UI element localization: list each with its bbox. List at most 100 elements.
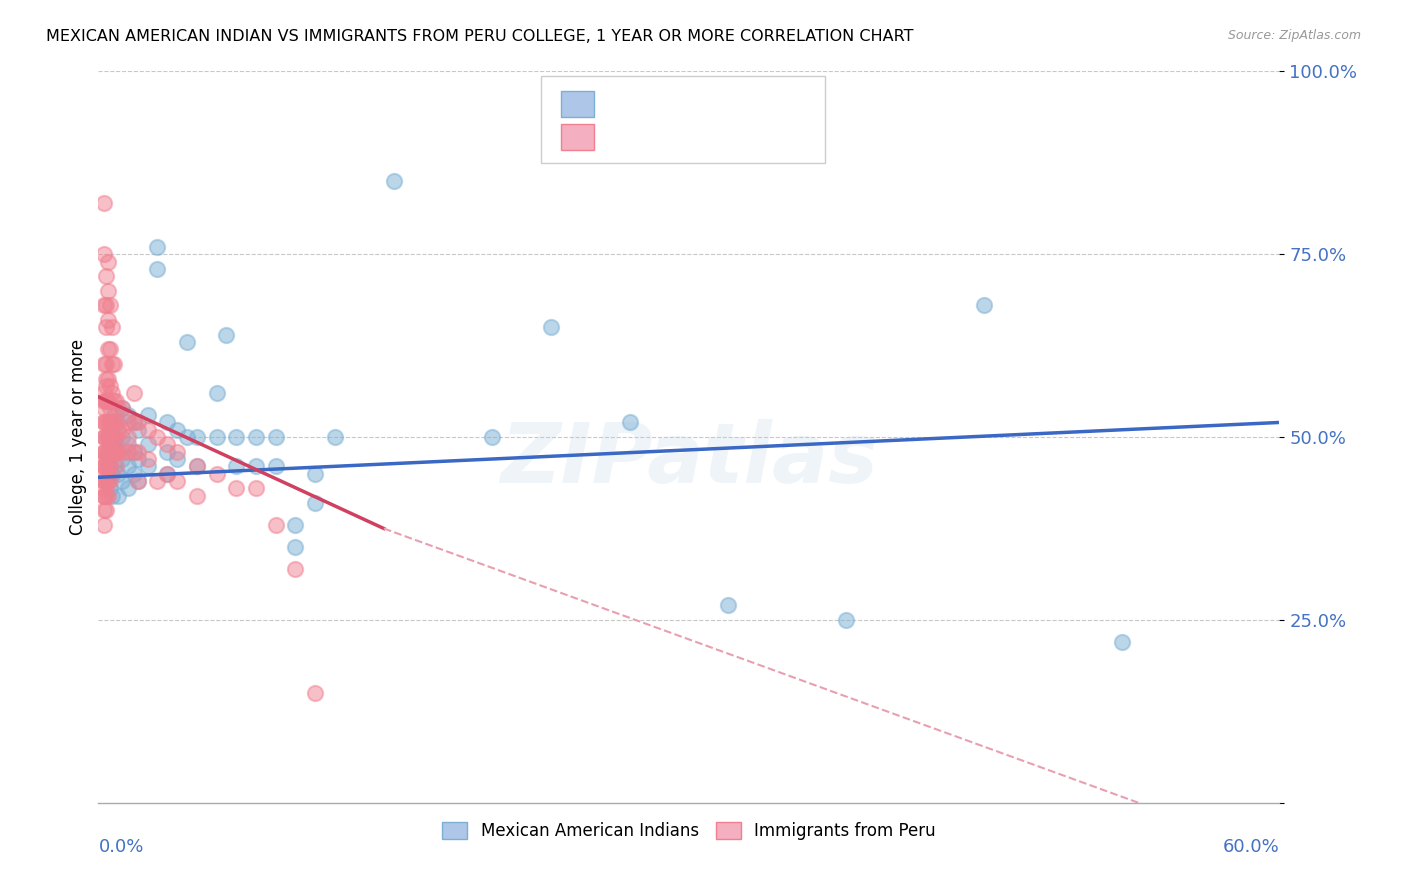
Point [127,474,149,488]
Point [93,430,115,444]
Point [93,196,115,211]
Point [97,254,120,268]
Point [98,298,121,312]
Text: N =: N = [713,95,749,113]
Point [93,489,115,503]
Point [93,386,115,401]
Point [186,459,208,474]
Point [264,459,287,474]
Point [97,416,120,430]
Point [96,416,118,430]
Point [186,489,208,503]
Point [156,467,179,481]
Point [105,459,128,474]
Point [96,298,118,312]
Point [186,430,208,444]
Point [127,474,149,488]
Point [98,430,121,444]
Point [166,444,188,458]
Point [96,489,118,503]
Point [540,320,562,334]
Point [304,467,326,481]
Point [127,452,149,467]
Point [97,284,120,298]
Point [98,474,121,488]
Point [96,503,118,517]
Point [103,444,125,458]
Point [146,474,169,488]
Point [136,408,159,422]
Bar [561,124,595,151]
Point [111,401,134,415]
Point [136,437,159,451]
Point [93,444,115,458]
Point [107,401,129,415]
Point [122,444,145,458]
Point [101,386,124,401]
Point [127,444,149,458]
Point [245,481,267,495]
Point [245,459,267,474]
Point [225,459,247,474]
Point [186,459,208,474]
Point [96,430,118,444]
Point [105,444,128,458]
Point [96,393,118,408]
Point [122,416,145,430]
Text: 60.0%: 60.0% [1223,838,1279,856]
Text: 106: 106 [758,128,792,146]
Legend: Mexican American Indians, Immigrants from Peru: Mexican American Indians, Immigrants fro… [436,815,942,847]
Point [98,379,121,393]
Point [107,444,129,458]
Point [107,467,129,481]
Text: R =: R = [606,128,643,146]
Point [107,423,129,437]
Point [101,357,124,371]
Point [122,467,145,481]
Point [111,474,134,488]
Point [101,416,124,430]
Text: R =: R = [606,95,643,113]
Point [97,430,120,444]
Point [96,371,118,385]
Point [97,393,120,408]
Point [117,481,139,495]
Point [97,444,120,458]
Point [117,459,139,474]
Point [127,423,149,437]
Point [101,444,124,458]
Point [98,444,121,458]
Point [98,401,121,415]
Point [93,401,115,415]
Point [105,393,128,408]
Point [136,423,159,437]
Point [96,269,118,284]
Point [103,357,125,371]
Point [1111,635,1133,649]
Point [93,459,115,474]
Point [97,459,120,474]
Point [105,430,128,444]
Point [107,444,129,458]
Point [111,430,134,444]
Point [103,416,125,430]
Point [107,489,129,503]
Point [93,416,115,430]
Point [304,496,326,510]
Point [97,430,120,444]
Point [156,437,179,451]
Point [973,298,995,312]
Point [156,416,179,430]
Point [98,416,121,430]
Point [284,540,307,554]
Point [93,503,115,517]
Point [111,452,134,467]
Point [93,474,115,488]
Point [98,481,121,495]
Text: N =: N = [713,128,749,146]
Point [122,416,145,430]
Point [717,599,740,613]
Point [101,467,124,481]
Text: -0.387: -0.387 [654,128,713,146]
Point [105,416,128,430]
